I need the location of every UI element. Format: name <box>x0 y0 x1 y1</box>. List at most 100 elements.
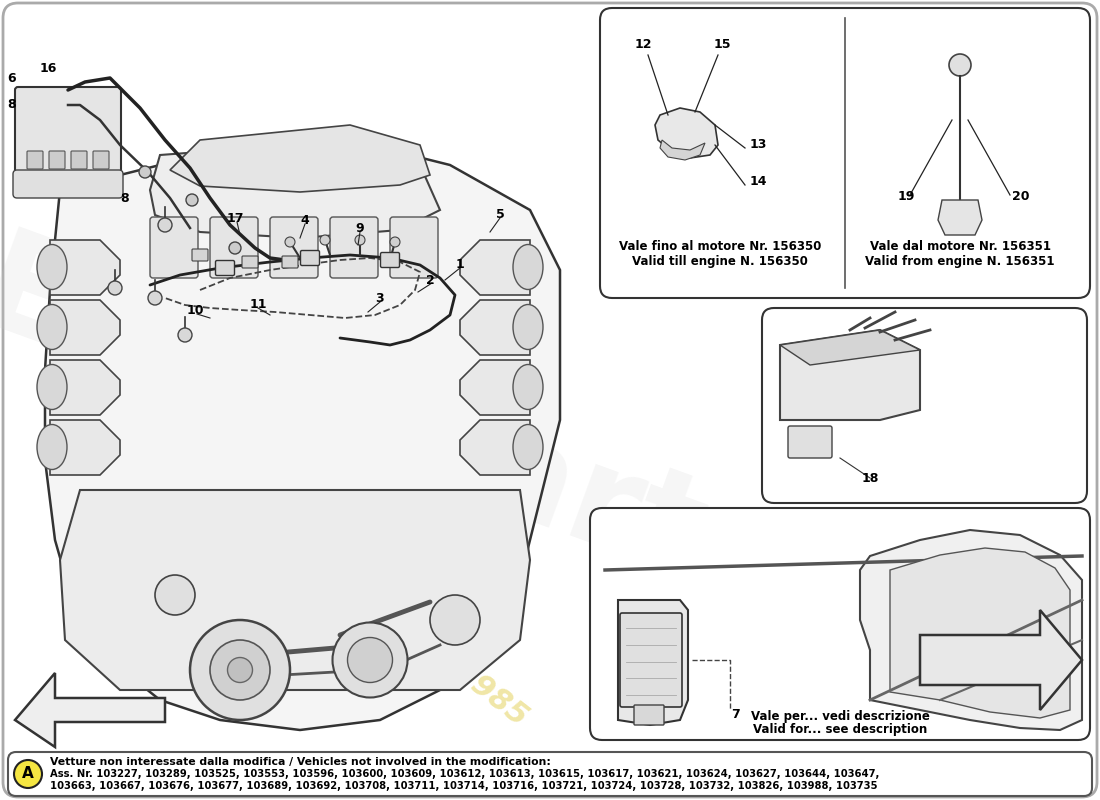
Text: 15: 15 <box>713 38 730 51</box>
Polygon shape <box>50 360 120 415</box>
Text: Valid till engine N. 156350: Valid till engine N. 156350 <box>632 255 807 268</box>
Polygon shape <box>890 548 1070 718</box>
Polygon shape <box>780 330 920 365</box>
FancyBboxPatch shape <box>788 426 832 458</box>
Polygon shape <box>15 673 165 747</box>
FancyBboxPatch shape <box>762 308 1087 503</box>
FancyBboxPatch shape <box>72 151 87 169</box>
FancyBboxPatch shape <box>330 217 378 278</box>
Text: Vale per... vedi descrizione: Vale per... vedi descrizione <box>750 710 930 723</box>
Text: 8: 8 <box>121 191 130 205</box>
Text: 6: 6 <box>8 71 16 85</box>
FancyBboxPatch shape <box>94 151 109 169</box>
FancyBboxPatch shape <box>150 217 198 278</box>
Polygon shape <box>50 420 120 475</box>
Ellipse shape <box>320 235 330 245</box>
Ellipse shape <box>186 194 198 206</box>
Ellipse shape <box>285 237 295 247</box>
FancyBboxPatch shape <box>381 253 399 267</box>
Ellipse shape <box>210 640 270 700</box>
FancyBboxPatch shape <box>242 256 258 268</box>
Text: Vale fino al motore Nr. 156350: Vale fino al motore Nr. 156350 <box>619 240 822 253</box>
Ellipse shape <box>332 622 407 698</box>
FancyBboxPatch shape <box>3 3 1097 797</box>
Ellipse shape <box>178 328 192 342</box>
Polygon shape <box>460 360 530 415</box>
Polygon shape <box>460 300 530 355</box>
Text: Vale dal motore Nr. 156351: Vale dal motore Nr. 156351 <box>869 240 1050 253</box>
Text: A: A <box>22 766 34 782</box>
FancyBboxPatch shape <box>600 8 1090 298</box>
FancyBboxPatch shape <box>216 261 234 275</box>
FancyBboxPatch shape <box>210 217 258 278</box>
Polygon shape <box>50 240 120 295</box>
Text: EUROparts: EUROparts <box>0 222 800 638</box>
Polygon shape <box>860 530 1082 730</box>
Ellipse shape <box>14 760 42 788</box>
FancyBboxPatch shape <box>590 508 1090 740</box>
FancyBboxPatch shape <box>8 752 1092 796</box>
Text: 103663, 103667, 103676, 103677, 103689, 103692, 103708, 103711, 103714, 103716, : 103663, 103667, 103676, 103677, 103689, … <box>50 781 878 791</box>
Ellipse shape <box>190 620 290 720</box>
Polygon shape <box>50 300 120 355</box>
Text: 19: 19 <box>898 190 915 203</box>
Ellipse shape <box>390 237 400 247</box>
Ellipse shape <box>37 245 67 290</box>
FancyBboxPatch shape <box>282 256 298 268</box>
Ellipse shape <box>37 425 67 470</box>
Text: Ass. Nr. 103227, 103289, 103525, 103553, 103596, 103600, 103609, 103612, 103613,: Ass. Nr. 103227, 103289, 103525, 103553,… <box>50 769 879 779</box>
Ellipse shape <box>155 575 195 615</box>
Polygon shape <box>920 610 1082 710</box>
Polygon shape <box>150 140 440 238</box>
Text: 20: 20 <box>1012 190 1030 203</box>
Text: 17: 17 <box>227 211 244 225</box>
Ellipse shape <box>513 305 543 350</box>
Ellipse shape <box>228 658 253 682</box>
Text: 18: 18 <box>861 472 879 485</box>
Text: Valid for... see description: Valid for... see description <box>752 723 927 736</box>
Ellipse shape <box>139 166 151 178</box>
Ellipse shape <box>355 235 365 245</box>
Ellipse shape <box>430 595 480 645</box>
Polygon shape <box>460 240 530 295</box>
FancyBboxPatch shape <box>192 249 208 261</box>
Polygon shape <box>170 125 430 192</box>
Text: Valid from engine N. 156351: Valid from engine N. 156351 <box>866 255 1055 268</box>
FancyBboxPatch shape <box>300 250 319 266</box>
Text: 16: 16 <box>40 62 57 74</box>
Ellipse shape <box>513 365 543 410</box>
Text: 14: 14 <box>750 175 768 188</box>
Ellipse shape <box>949 54 971 76</box>
FancyBboxPatch shape <box>270 217 318 278</box>
Ellipse shape <box>513 425 543 470</box>
FancyBboxPatch shape <box>50 151 65 169</box>
Ellipse shape <box>348 638 393 682</box>
Text: 7: 7 <box>730 708 739 721</box>
Text: 3: 3 <box>376 291 384 305</box>
Text: 11: 11 <box>250 298 266 311</box>
Polygon shape <box>60 490 530 690</box>
FancyBboxPatch shape <box>28 151 43 169</box>
Ellipse shape <box>108 281 122 295</box>
FancyBboxPatch shape <box>13 170 123 198</box>
Text: 12: 12 <box>635 38 651 51</box>
Polygon shape <box>618 600 688 725</box>
FancyBboxPatch shape <box>620 613 682 707</box>
Ellipse shape <box>158 218 172 232</box>
Polygon shape <box>45 140 560 730</box>
Text: 5: 5 <box>496 209 505 222</box>
Text: a passion for parts since 1985: a passion for parts since 1985 <box>107 389 534 731</box>
Polygon shape <box>660 140 705 160</box>
Polygon shape <box>654 108 718 158</box>
Ellipse shape <box>513 245 543 290</box>
Polygon shape <box>938 200 982 235</box>
Ellipse shape <box>229 242 241 254</box>
Ellipse shape <box>37 305 67 350</box>
Text: Vetture non interessate dalla modifica / Vehicles not involved in the modificati: Vetture non interessate dalla modifica /… <box>50 757 551 767</box>
FancyBboxPatch shape <box>390 217 438 278</box>
Text: 4: 4 <box>300 214 309 226</box>
Text: 10: 10 <box>186 303 204 317</box>
Text: 13: 13 <box>750 138 768 151</box>
Polygon shape <box>460 420 530 475</box>
Text: 9: 9 <box>355 222 364 234</box>
